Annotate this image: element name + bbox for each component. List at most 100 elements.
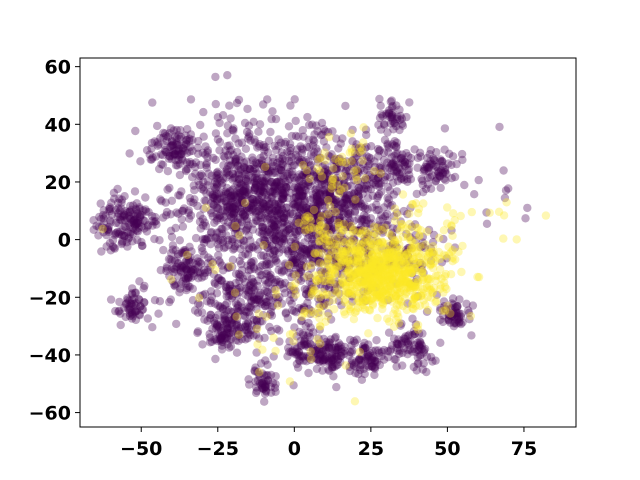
data-point-class-0 — [254, 195, 264, 204]
data-point-class-0 — [216, 334, 226, 343]
data-point-class-0 — [200, 235, 209, 244]
data-point-class-0 — [135, 295, 144, 304]
data-point-class-0 — [231, 320, 241, 330]
data-point-class-0 — [402, 149, 411, 158]
data-point-class-0 — [162, 207, 172, 217]
data-point-class-0 — [278, 194, 287, 204]
data-point-class-0 — [337, 344, 346, 354]
data-point-class-0 — [416, 338, 425, 347]
data-point-class-0 — [131, 308, 140, 317]
data-point-class-0 — [229, 213, 238, 222]
data-point-class-0 — [447, 311, 457, 321]
data-point-class-0 — [275, 226, 284, 235]
data-point-class-0 — [436, 157, 445, 166]
data-point-class-0 — [314, 334, 323, 343]
data-point-class-0 — [387, 96, 396, 105]
data-point-class-0 — [303, 331, 312, 340]
data-point-class-0 — [165, 271, 174, 281]
data-point-class-0 — [170, 265, 179, 274]
data-point-class-0 — [257, 176, 267, 186]
data-point-class-0 — [309, 254, 318, 263]
data-point-class-0 — [232, 326, 242, 335]
data-point-class-0 — [286, 208, 295, 217]
data-point-class-0 — [318, 356, 328, 365]
data-point-class-0 — [271, 190, 280, 199]
data-point-class-0 — [222, 324, 232, 333]
data-point-class-0 — [404, 337, 413, 346]
data-point-class-0 — [456, 312, 466, 321]
data-point-class-0 — [255, 206, 264, 215]
data-point-class-0 — [297, 220, 306, 230]
data-point-class-0 — [212, 322, 222, 331]
data-point-class-0 — [235, 155, 244, 165]
data-point-class-0 — [413, 353, 422, 362]
data-point-class-0 — [393, 149, 402, 158]
data-point-class-0 — [203, 146, 213, 155]
data-point-class-0 — [310, 349, 319, 358]
data-point-class-0 — [267, 197, 277, 206]
data-point-class-0 — [383, 346, 392, 356]
data-point-class-0 — [202, 160, 211, 170]
data-point-class-0 — [117, 238, 127, 247]
data-point-class-0 — [162, 136, 171, 146]
data-point-class-0 — [403, 339, 412, 348]
data-point-class-1 — [358, 156, 367, 165]
data-point-class-0 — [160, 129, 170, 138]
data-point-class-0 — [89, 216, 98, 225]
data-point-class-0 — [303, 233, 313, 243]
data-point-class-0 — [295, 157, 304, 166]
data-point-class-1 — [211, 265, 220, 275]
data-point-class-0 — [415, 351, 424, 360]
data-point-class-0 — [222, 334, 232, 343]
data-point-class-0 — [349, 336, 358, 346]
data-point-class-0 — [200, 250, 209, 259]
data-point-class-0 — [296, 276, 306, 285]
data-point-class-0 — [325, 366, 334, 376]
data-point-class-0 — [233, 332, 243, 341]
data-point-class-0 — [206, 310, 215, 320]
data-point-class-0 — [121, 216, 130, 225]
data-point-class-0 — [244, 329, 253, 338]
data-point-class-0 — [437, 157, 447, 166]
data-point-class-0 — [450, 313, 459, 322]
data-point-class-0 — [439, 297, 449, 306]
data-point-class-0 — [330, 334, 340, 343]
x-axis: −50 −25 0 25 50 75 — [120, 427, 537, 460]
data-point-class-1 — [399, 252, 409, 261]
data-point-class-0 — [259, 384, 268, 394]
data-point-class-0 — [295, 352, 304, 361]
data-point-class-0 — [143, 222, 152, 231]
data-point-class-0 — [130, 220, 139, 229]
data-point-class-1 — [350, 397, 360, 406]
data-point-class-1 — [336, 229, 345, 239]
data-point-class-0 — [270, 383, 280, 392]
data-point-class-0 — [251, 183, 260, 193]
data-point-class-0 — [328, 359, 337, 369]
data-point-class-1 — [230, 288, 240, 297]
data-point-class-0 — [229, 173, 238, 183]
data-point-class-0 — [440, 164, 450, 173]
y-tick-label: −40 — [29, 345, 71, 367]
data-point-class-0 — [383, 128, 392, 137]
data-point-class-0 — [345, 366, 355, 376]
data-point-class-0 — [128, 312, 138, 321]
data-point-class-0 — [274, 199, 283, 209]
data-point-class-1 — [335, 249, 344, 258]
data-point-class-0 — [336, 357, 345, 367]
data-point-class-0 — [120, 211, 129, 220]
data-point-class-0 — [446, 310, 456, 319]
data-point-class-0 — [300, 341, 309, 350]
data-point-class-0 — [385, 347, 395, 356]
data-point-class-0 — [363, 350, 373, 359]
data-point-class-0 — [281, 235, 290, 244]
data-point-class-0 — [388, 111, 397, 120]
data-point-class-0 — [129, 216, 139, 225]
y-tick-label: 40 — [45, 114, 71, 136]
data-point-class-0 — [222, 329, 231, 338]
data-point-class-0 — [419, 346, 429, 355]
data-point-class-0 — [185, 147, 194, 156]
data-point-class-0 — [424, 163, 434, 172]
data-point-class-0 — [165, 129, 174, 138]
data-point-class-0 — [377, 347, 387, 357]
data-point-class-0 — [190, 195, 199, 204]
